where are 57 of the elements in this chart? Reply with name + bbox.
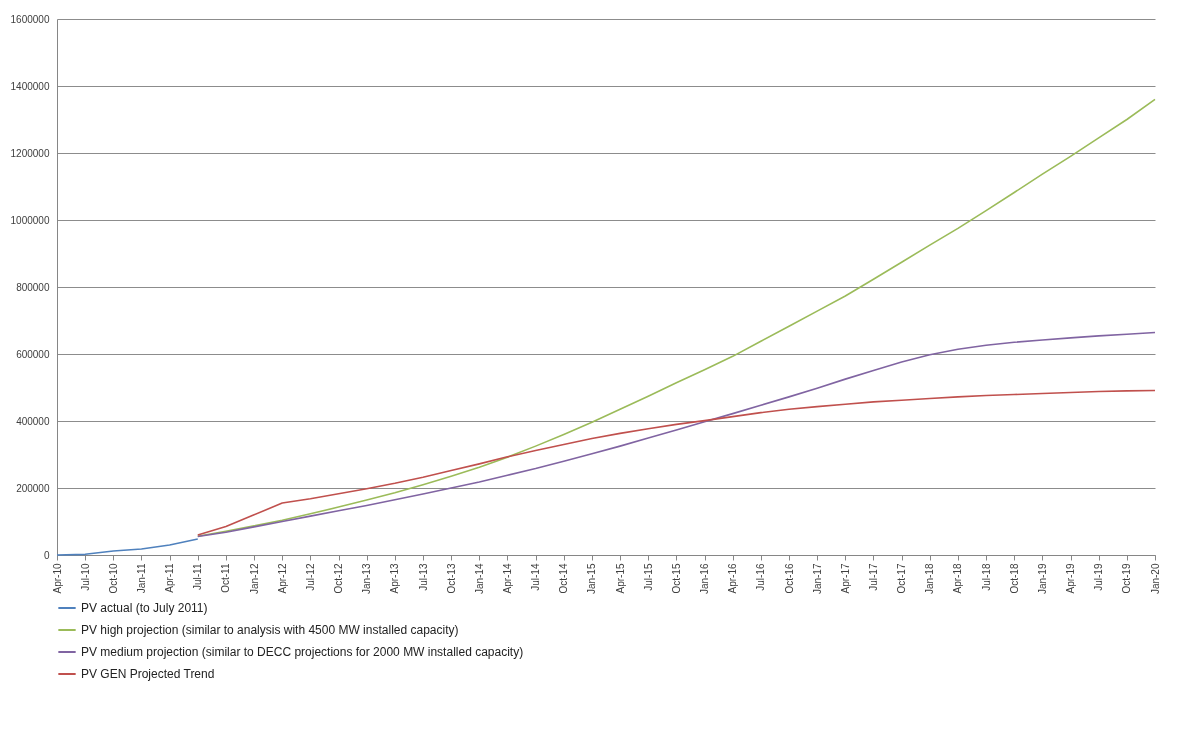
y-tick-label: 1000000	[10, 214, 50, 226]
x-tick-label: Jan-16	[699, 563, 711, 595]
y-tick-label: 1200000	[10, 147, 50, 159]
x-tick-label: Jul-17	[867, 563, 879, 591]
y-tick-label: 1600000	[10, 13, 50, 25]
line-series	[196, 389, 1156, 536]
x-tick-label: Oct-15	[670, 563, 682, 594]
y-tick-label: 400000	[16, 415, 50, 427]
x-tick-label: Jan-19	[1036, 563, 1048, 595]
legend-label: PV high projection (similar to analysis with 4500 MW installed capacity)	[81, 623, 459, 637]
x-tick-label: Apr-10	[51, 563, 63, 594]
x-tick-label: Jul-13	[417, 563, 429, 591]
x-tick-label: Jan-13	[361, 563, 373, 595]
y-tick-label: 600000	[16, 348, 50, 360]
x-tick-label: Jan-20	[1149, 563, 1161, 595]
line-series	[196, 331, 1156, 538]
x-tick-label: Oct-11	[220, 563, 232, 593]
y-tick-label: 800000	[16, 281, 50, 293]
x-tick-label: Apr-11	[164, 563, 176, 593]
x-tick-label: Apr-18	[952, 563, 964, 594]
x-tick-label: Oct-19	[1121, 563, 1133, 594]
x-tick-label: Jul-18	[980, 563, 992, 591]
x-tick-label: Jul-15	[642, 563, 654, 591]
x-tick-label: Jan-18	[924, 563, 936, 595]
legend-label: PV medium projection (similar to DECC projections for 2000 MW installed capacity)	[81, 645, 524, 659]
x-tick-label: Apr-13	[389, 563, 401, 594]
x-tick-label: Jul-11	[192, 563, 204, 590]
x-tick-label: Apr-12	[276, 563, 288, 594]
x-tick-label: Apr-16	[727, 563, 739, 594]
x-tick-label: Oct-12	[333, 563, 345, 594]
x-tick-label: Oct-14	[558, 563, 570, 594]
x-tick-label: Jan-14	[473, 563, 485, 595]
x-tick-label: Jul-14	[530, 563, 542, 591]
y-tick-label: 0	[43, 549, 50, 561]
line-series	[56, 538, 199, 556]
x-tick-label: Apr-17	[839, 563, 851, 594]
x-tick-label: Apr-14	[501, 563, 513, 594]
x-tick-label: Jan-11	[135, 563, 147, 594]
x-tick-label: Jul-16	[755, 563, 767, 591]
x-tick-label: Jan-15	[586, 563, 598, 595]
x-tick-label: Oct-17	[896, 563, 908, 594]
x-tick-label: Jan-17	[811, 563, 823, 595]
x-tick-label: Oct-13	[445, 563, 457, 594]
legend-label: PV GEN Projected Trend	[81, 667, 215, 681]
x-tick-label: Oct-18	[1008, 563, 1020, 594]
x-tick-label: Jul-19	[1093, 563, 1105, 591]
x-tick-label: Jan-12	[248, 563, 260, 595]
x-tick-label: Oct-10	[107, 563, 119, 594]
line-series	[196, 98, 1156, 538]
x-tick-label: Apr-15	[614, 563, 626, 594]
x-tick-label: Jul-12	[304, 563, 316, 591]
legend-label: PV actual (to July 2011)	[81, 601, 208, 615]
x-tick-label: Apr-19	[1065, 563, 1077, 594]
y-tick-label: 1400000	[10, 80, 50, 92]
x-tick-label: Oct-16	[783, 563, 795, 594]
x-tick-label: Jul-10	[79, 563, 91, 591]
y-tick-label: 200000	[16, 482, 50, 494]
